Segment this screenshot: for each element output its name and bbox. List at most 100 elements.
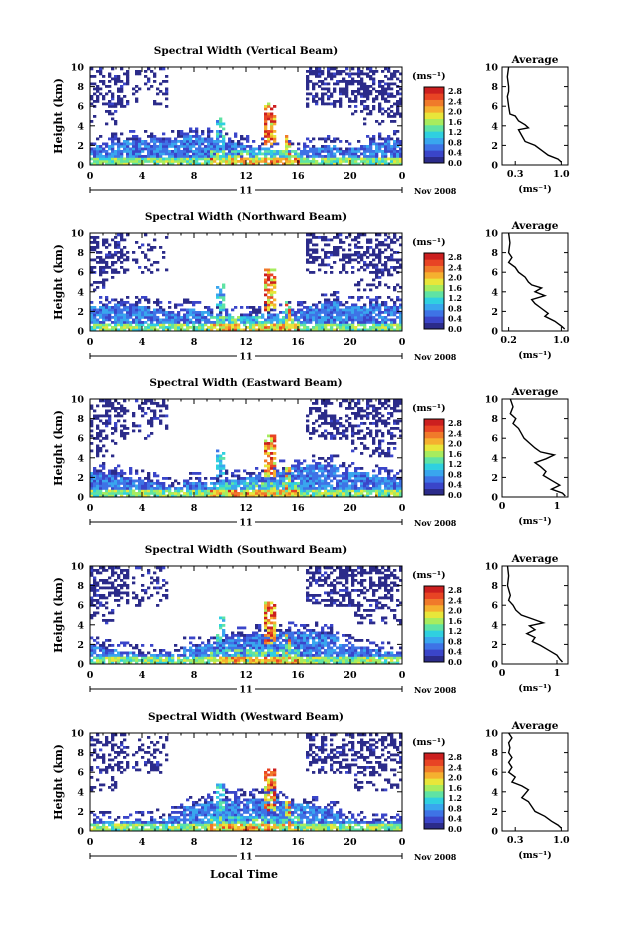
average-profile-line [509,398,566,497]
colorbar-tick-label: 1.2 [448,127,462,137]
colorbar-tick-label: 2.0 [448,273,462,283]
colorbar-segment [424,457,444,464]
colorbar-tick-label: 2.0 [448,606,462,616]
colorbar-segment [424,144,444,151]
x-tick-label: 4 [139,837,146,848]
colorbar-segment [424,322,444,330]
x-tick-label: 4 [139,670,146,681]
y-tick-label: 8 [77,82,84,93]
colorbar-segment [424,278,444,285]
x-tick-label: 20 [343,171,357,182]
average-y-tick-label: 2 [491,473,498,484]
colorbar-tick-label: 1.6 [448,616,462,626]
colorbar-tick-label: 0.0 [448,824,462,834]
average-y-tick-label: 8 [491,248,498,259]
heatmap-cells [90,566,402,664]
average-x-tick-label: 0.3 [507,835,524,846]
colorbar-segment [424,797,444,804]
colorbar-tick-label: 1.6 [448,117,462,127]
colorbar-segment [424,259,444,266]
average-y-tick-label: 8 [491,748,498,759]
average-frame [501,565,569,665]
average-x-tick-label: 1.0 [553,835,570,846]
colorbar-segment [424,93,444,100]
average-y-tick-label: 4 [491,121,498,132]
colorbar-segment [424,310,444,317]
y-tick-label: 4 [77,121,84,132]
x-tick-label: 0 [87,670,94,681]
colorbar-segment [424,816,444,823]
date-label: Nov 2008 [414,352,457,362]
colorbar-segment [424,450,444,458]
panel-title: Spectral Width (Northward Beam) [145,211,347,223]
average-y-tick-label: 6 [491,102,498,113]
colorbar-units: (ms⁻¹) [412,737,446,748]
x-tick-label: 0 [87,503,94,514]
average-y-tick-label: 4 [491,620,498,631]
colorbar-tick-label: 1.2 [448,293,462,303]
y-tick-label: 6 [77,268,84,279]
average-profile-line [506,66,562,163]
heatmap-cells [90,733,402,831]
colorbar-segment [424,803,444,811]
colorbar-segment [424,150,444,157]
colorbar-segment [424,137,444,145]
panel-title: Spectral Width (Vertical Beam) [154,45,338,57]
colorbar-tick-label: 2.8 [448,585,462,595]
colorbar-segment [424,272,444,279]
x-tick-label: 12 [239,837,252,848]
average-y-tick-label: 10 [485,729,499,740]
colorbar-frame [423,585,445,663]
colorbar-segment [424,419,444,426]
y-axis-label: Height (km) [52,410,65,486]
heatmap-cells [90,67,402,165]
colorbar-tick-label: 0.0 [448,158,462,168]
colorbar-segment [424,291,444,298]
x-tick-label: 4 [139,337,146,348]
x-tick-label: 16 [291,670,305,681]
colorbar-tick-label: 2.8 [448,752,462,762]
average-frame [501,732,569,832]
y-tick-label: 6 [77,768,84,779]
date-label: Nov 2008 [414,186,457,196]
colorbar-segment [424,643,444,650]
x-tick-label: 8 [191,837,198,848]
colorbar-segment [424,463,444,470]
colorbar-tick-label: 0.8 [448,803,462,813]
average-x-label: (ms⁻¹) [518,350,552,361]
colorbar-segment [424,791,444,798]
colorbar-tick-label: 0.0 [448,324,462,334]
colorbar-tick-label: 0.0 [448,657,462,667]
x-tick-label: 16 [291,171,305,182]
colorbar-tick-label: 0.4 [448,480,462,490]
colorbar-tick-label: 1.6 [448,449,462,459]
colorbar-tick-label: 0.4 [448,814,462,824]
colorbar-segment [424,630,444,637]
x-tick-label: 12 [239,337,252,348]
x-tick-label: 12 [239,171,252,182]
average-y-tick-label: 8 [491,581,498,592]
colorbar-segment [424,753,444,760]
average-profile-line [507,732,562,829]
colorbar-segment [424,772,444,779]
x-tick-label: 0 [87,837,94,848]
average-title: Average [511,220,559,232]
panel-1: Spectral Width (Vertical Beam)0 4 8 12 16 20 0… [52,45,570,197]
colorbar-tick-label: 2.4 [448,262,462,272]
y-tick-label: 10 [71,395,85,406]
average-x-tick-label: 0 [499,501,506,512]
x-tick-label: 20 [343,670,357,681]
colorbar-segment [424,482,444,489]
average-x-label: (ms⁻¹) [518,850,552,861]
colorbar-segment [424,598,444,606]
heatmap-cells [90,233,402,331]
average-title: Average [511,553,559,565]
colorbar-units: (ms⁻¹) [412,570,446,581]
average-frame [501,66,569,166]
average-y-tick-label: 4 [491,453,498,464]
colorbar-tick-label: 0.0 [448,490,462,500]
colorbar-segment [424,112,444,119]
day-label: 11 [239,352,252,363]
average-profile-line [506,565,564,663]
